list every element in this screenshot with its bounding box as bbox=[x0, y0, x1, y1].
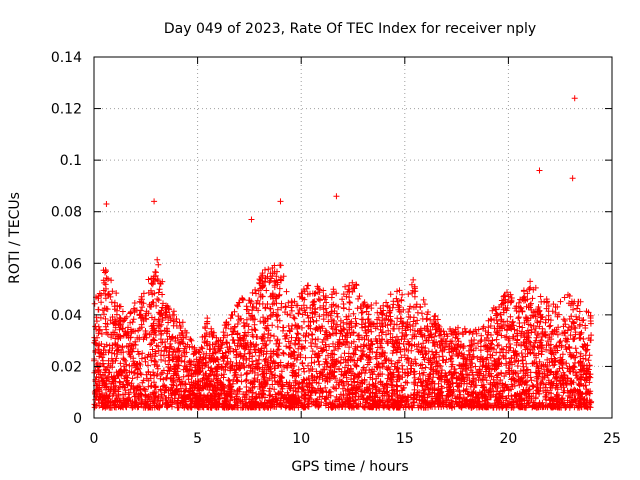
y-tick-label: 0.14 bbox=[51, 50, 82, 66]
x-tick-labels: 0 5 10 15 20 25 bbox=[90, 431, 621, 447]
roti-outlier-point bbox=[151, 198, 158, 205]
x-tick-label: 15 bbox=[396, 431, 414, 447]
y-tick-label: 0.08 bbox=[51, 205, 82, 221]
x-tick-label: 5 bbox=[193, 431, 202, 447]
x-tick-label: 10 bbox=[292, 431, 310, 447]
chart-title: Day 049 of 2023, Rate Of TEC Index for r… bbox=[164, 21, 536, 37]
roti-point-cloud bbox=[91, 256, 595, 411]
roti-outlier-point bbox=[333, 193, 340, 200]
roti-outlier-point bbox=[571, 95, 578, 102]
x-tick-label: 0 bbox=[90, 431, 99, 447]
y-tick-label: 0.06 bbox=[51, 256, 82, 272]
y-axis-title: ROTI / TECUs bbox=[7, 192, 23, 284]
x-tick-label: 20 bbox=[499, 431, 517, 447]
x-tick-label: 25 bbox=[603, 431, 621, 447]
data-points bbox=[91, 95, 595, 411]
plot-frame bbox=[93, 56, 613, 419]
roti-outlier-point bbox=[569, 175, 576, 182]
roti-outlier-point bbox=[277, 198, 284, 205]
y-tick-label: 0.12 bbox=[51, 102, 82, 118]
y-tick-label: 0.02 bbox=[51, 359, 82, 375]
roti-outlier-point bbox=[536, 167, 543, 174]
axis-ticks bbox=[93, 56, 613, 419]
y-tick-label: 0.04 bbox=[51, 308, 82, 324]
roti-outlier-point bbox=[248, 216, 255, 223]
y-tick-labels: 0 0.02 0.04 0.06 0.08 0.1 0.12 0.14 bbox=[51, 50, 82, 427]
roti-outlier-point bbox=[103, 200, 110, 207]
y-tick-label: 0 bbox=[73, 411, 82, 427]
y-tick-label: 0.1 bbox=[60, 153, 82, 169]
x-axis-title: GPS time / hours bbox=[291, 459, 408, 475]
